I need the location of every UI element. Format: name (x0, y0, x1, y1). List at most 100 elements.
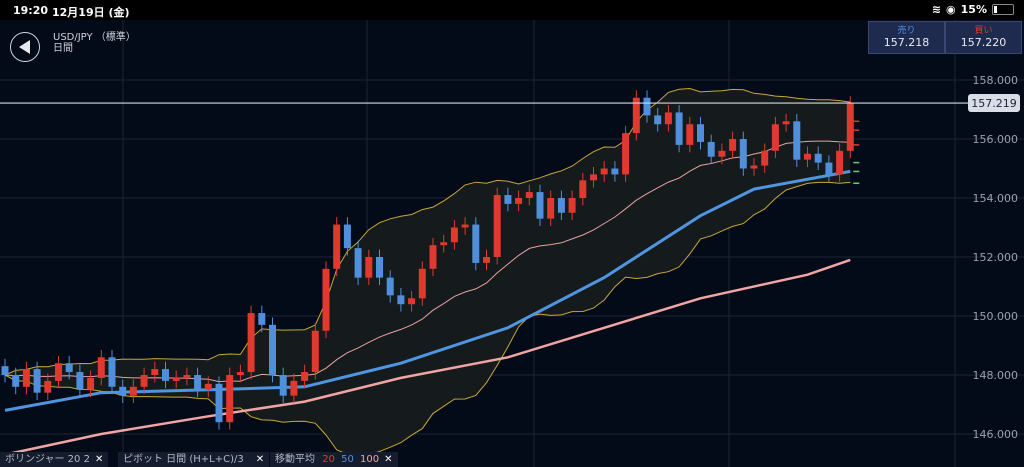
candle-body (440, 242, 448, 246)
close-icon[interactable]: ✕ (384, 454, 393, 465)
candle-body (846, 103, 854, 151)
candle (718, 143, 726, 165)
candle-body (632, 97, 640, 134)
candle (408, 290, 416, 312)
candle (215, 376, 223, 430)
candle-body (782, 121, 790, 125)
candle (836, 143, 844, 182)
candle (600, 161, 608, 182)
candle (87, 370, 95, 398)
candle (162, 361, 169, 389)
candlestick-chart[interactable]: 158.000 156.000 154.000 152.000 150.000 148.0… (0, 20, 1024, 467)
candle-body (729, 139, 737, 151)
legend-moving-average[interactable]: 移動平均 20 50 100 ✕ (270, 452, 398, 467)
candle-body (333, 224, 341, 269)
pivot-label: ピボット 日間 (H+L+C)/3 (123, 454, 244, 465)
candle-body (97, 357, 105, 378)
sell-price: 157.218 (883, 36, 930, 49)
candle (579, 172, 587, 206)
candle (472, 217, 480, 271)
candle (97, 349, 105, 386)
candle-body (771, 124, 779, 151)
candle-body (622, 133, 630, 175)
candle-body (44, 380, 52, 393)
candle-body (172, 377, 180, 381)
candle-body (12, 375, 20, 387)
candle (568, 190, 576, 221)
candle-body (493, 195, 501, 257)
candle-body (322, 268, 330, 331)
y-tick-label: 146.000 (973, 428, 1019, 441)
candle (343, 217, 351, 256)
candle-body (664, 112, 672, 125)
candle (697, 116, 704, 150)
candle-body (33, 369, 41, 393)
ma100-line (4, 258, 851, 456)
candle-body (22, 369, 30, 387)
candle-body (376, 257, 383, 278)
candle (397, 287, 405, 312)
candle (290, 373, 298, 404)
candle-body (226, 375, 234, 423)
candle-body (557, 198, 565, 213)
candle-body (718, 150, 726, 157)
candle-body (750, 165, 758, 169)
y-tick-label: 158.000 (973, 74, 1019, 87)
candle-body (204, 383, 212, 390)
y-tick-label: 148.000 (973, 369, 1019, 382)
candle (194, 367, 202, 398)
candle-body (76, 372, 84, 390)
candle-body (590, 174, 597, 181)
legend-pivot[interactable]: ピボット 日間 (H+L+C)/3 ✕ (118, 452, 270, 467)
candle-body (290, 380, 298, 396)
ma50-line (4, 169, 851, 412)
candle-body (236, 372, 244, 375)
candle-body (429, 245, 437, 269)
candle-body (804, 153, 811, 160)
candle-body (536, 192, 544, 219)
candle-body (707, 141, 715, 157)
candle (386, 270, 394, 303)
close-icon[interactable]: ✕ (94, 454, 104, 465)
candle (333, 217, 341, 277)
back-button[interactable] (10, 32, 40, 62)
candle (525, 184, 533, 206)
status-time: 19:20 (13, 4, 49, 17)
candle (129, 379, 137, 404)
bollinger-label: ボリンジャー 20 2 (5, 454, 90, 465)
candle-body (547, 198, 555, 219)
candle (279, 367, 287, 404)
candle (804, 146, 811, 168)
candle-body (129, 386, 137, 396)
sell-button[interactable]: 売り 157.218 (868, 21, 945, 54)
candle (440, 234, 448, 253)
candle-body (761, 150, 769, 166)
close-icon[interactable]: ✕ (255, 454, 265, 465)
current-price-tag (968, 94, 1020, 113)
battery-icon (992, 4, 1014, 15)
y-tick-label: 154.000 (973, 192, 1019, 205)
candle (547, 190, 555, 227)
candle-body (515, 198, 523, 204)
symbol-name: USD/JPY （標準） (53, 32, 136, 43)
legend-bollinger[interactable]: ボリンジャー 20 2 ✕ (0, 452, 109, 467)
candle-body (87, 377, 95, 390)
status-date: 12月19日 (金) (52, 6, 130, 19)
buy-button[interactable]: 買い 157.220 (945, 21, 1022, 54)
candle-body (472, 224, 480, 263)
candle (76, 364, 84, 398)
candle-body (579, 180, 587, 198)
candle-body (418, 268, 426, 299)
candle (675, 105, 683, 153)
candle-body (55, 363, 62, 381)
candle (65, 355, 73, 380)
candle (376, 249, 383, 286)
candle-body (215, 383, 223, 423)
candle (236, 364, 244, 383)
candle-body (836, 150, 844, 175)
bollinger-band-fill (5, 88, 851, 455)
candle (846, 96, 854, 159)
candle (33, 361, 41, 401)
candle (590, 167, 597, 188)
candle-body (279, 375, 287, 396)
